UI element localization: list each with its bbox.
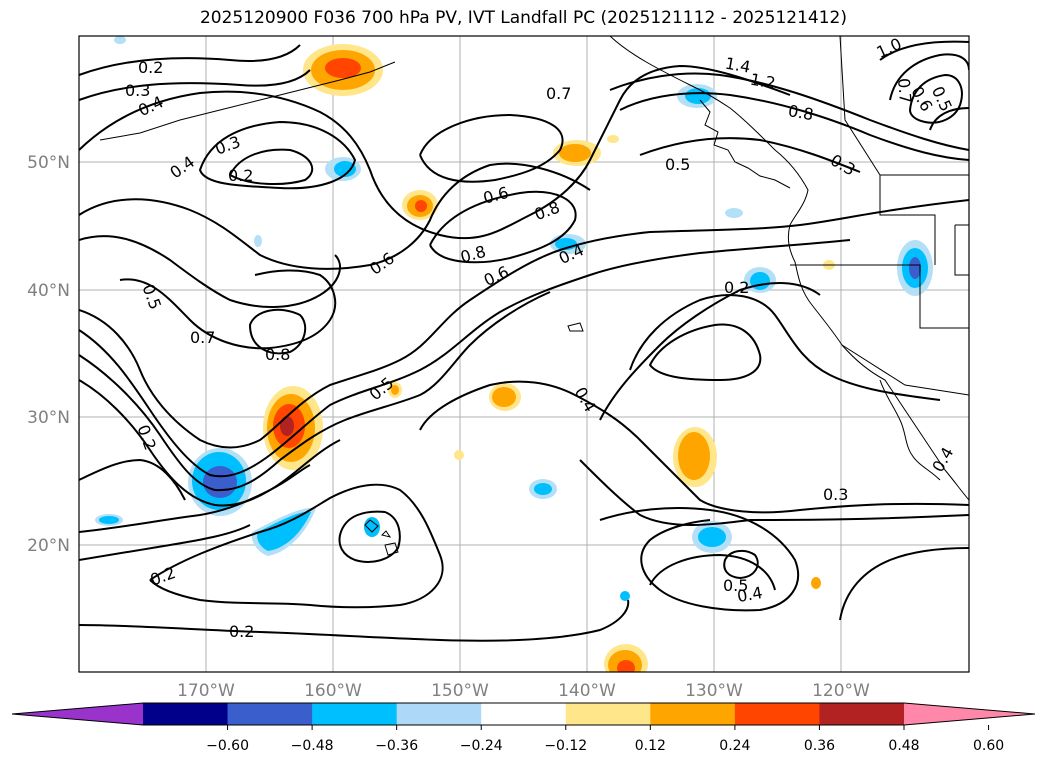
contour-label: 0.7 <box>190 328 215 347</box>
contour-label: 0.6 <box>481 183 511 208</box>
contour-label: 0.8 <box>787 101 815 124</box>
gridlines <box>79 36 969 672</box>
lon-label: 120°W <box>812 681 870 701</box>
contour-label: 0.2 <box>138 58 163 77</box>
contour-label: 0.6 <box>366 249 398 279</box>
colorbar-tick-label: 0.48 <box>888 738 919 754</box>
colorbar-tick-label: 0.12 <box>635 738 666 754</box>
contour-label: 0.4 <box>928 444 957 476</box>
colorbar-bin <box>481 703 567 725</box>
contour-label: 0.7 <box>546 84 571 103</box>
contour-label: 0.3 <box>125 81 150 100</box>
longitude-labels: 170°W 160°W 150°W 140°W 130°W 120°W <box>177 681 870 701</box>
contour-labels: 0.2 0.3 0.4 0.3 0.4 0.2 0.7 1.4 1.2 0.8 … <box>125 34 957 641</box>
contour-label: 0.8 <box>532 198 562 225</box>
lat-label: 40°N <box>27 281 70 301</box>
colorbar-bin <box>143 703 229 725</box>
colorbar-tick-label: −0.36 <box>375 738 418 754</box>
contour-label: 0.8 <box>265 345 290 364</box>
lon-label: 170°W <box>177 681 235 701</box>
colorbar-bin <box>396 703 482 725</box>
lon-label: 140°W <box>558 681 616 701</box>
contour-label: 0.2 <box>724 278 749 297</box>
lat-label: 50°N <box>27 153 70 173</box>
latitude-labels: 50°N 40°N 30°N 20°N <box>27 153 70 556</box>
colorbar-tick-label: −0.60 <box>206 738 249 754</box>
contour-label: 0.2 <box>133 422 160 452</box>
contour-label: 1.2 <box>749 70 777 93</box>
pv-contours <box>79 40 969 642</box>
colorbar-bin <box>565 703 651 725</box>
coastlines <box>99 36 969 556</box>
contour-label: 0.7 <box>894 77 915 104</box>
colorbar-tick-label: 0.36 <box>804 738 835 754</box>
contour-label: 0.5 <box>665 155 690 174</box>
contour-label: 0.4 <box>571 384 600 416</box>
lon-label: 130°W <box>685 681 743 701</box>
contour-label: 0.3 <box>827 150 859 179</box>
colorbar-bin <box>312 703 398 725</box>
lat-label: 20°N <box>27 536 70 556</box>
colorbar-extend-low <box>12 703 143 725</box>
negative-anomaly-hawaii-west <box>188 448 252 516</box>
colorbar-tick-label: 0.24 <box>719 738 750 754</box>
colorbar-tick-label: −0.24 <box>460 738 503 754</box>
colorbar-bin <box>650 703 736 725</box>
colorbar-extend-high <box>904 703 1035 725</box>
contour-label: 0.5 <box>366 373 398 404</box>
contour-label: 0.3 <box>823 485 848 504</box>
colorbar-tick-label: −0.12 <box>544 738 587 754</box>
colorbar-bin <box>819 703 905 725</box>
colorbar-bin <box>734 703 820 725</box>
plot-frame <box>78 35 970 673</box>
contour-label: 0.3 <box>212 132 242 159</box>
contour-label: 1.4 <box>724 54 752 77</box>
contour-label: 0.2 <box>228 166 253 185</box>
contour-label: 0.4 <box>166 152 198 182</box>
lon-label: 150°W <box>431 681 489 701</box>
lon-label: 160°W <box>304 681 362 701</box>
contour-label: 0.2 <box>229 622 254 641</box>
colorbar: −0.60 −0.48 −0.36 −0.24 −0.12 0.12 0.24 0.36 0.4… <box>11 702 1036 754</box>
colorbar-outline <box>11 702 1036 726</box>
colorbar-bin <box>227 703 313 725</box>
colorbar-tick-label: −0.48 <box>291 738 334 754</box>
ivt-shading <box>95 36 933 672</box>
contour-label: 0.5 <box>723 576 748 595</box>
positive-anomaly-alaska-gulf <box>303 44 383 96</box>
contour-label: 0.4 <box>736 583 764 606</box>
colorbar-tick-label: 0.60 <box>973 738 1004 754</box>
contour-label: 0.6 <box>481 262 512 290</box>
lat-label: 30°N <box>27 408 70 428</box>
contour-label: 0.5 <box>138 282 165 312</box>
contour-label: 1.0 <box>874 34 905 62</box>
chart-title: 2025120900 F036 700 hPa PV, IVT Landfall… <box>199 8 847 28</box>
